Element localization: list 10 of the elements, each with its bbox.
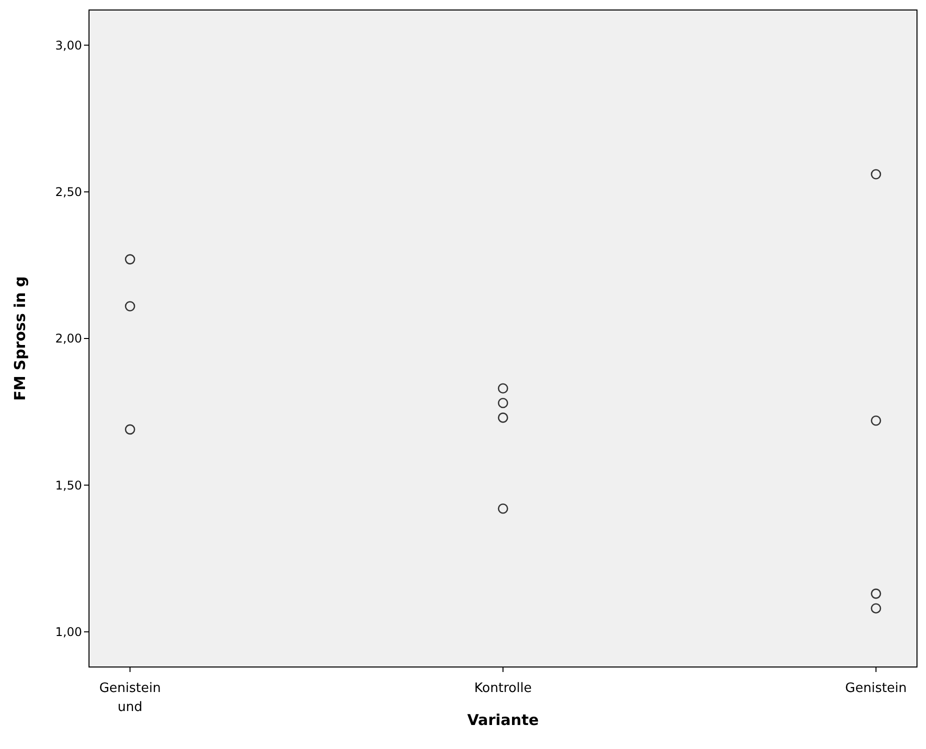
y-tick-label: 1,50 [55,478,82,492]
y-tick-label: 2,50 [55,185,82,200]
x-tick-label: Kontrolle [474,681,532,696]
x-tick-label: Genistein [845,681,907,696]
x-tick-label: Genistein und [99,681,161,715]
x-axis-title: Variante [467,711,539,729]
y-tick-label: 3,00 [55,38,82,52]
y-tick-label: 2,00 [55,332,82,346]
y-axis-title: FM Spross in g [11,276,29,401]
y-tick-label: 1,00 [55,625,82,640]
